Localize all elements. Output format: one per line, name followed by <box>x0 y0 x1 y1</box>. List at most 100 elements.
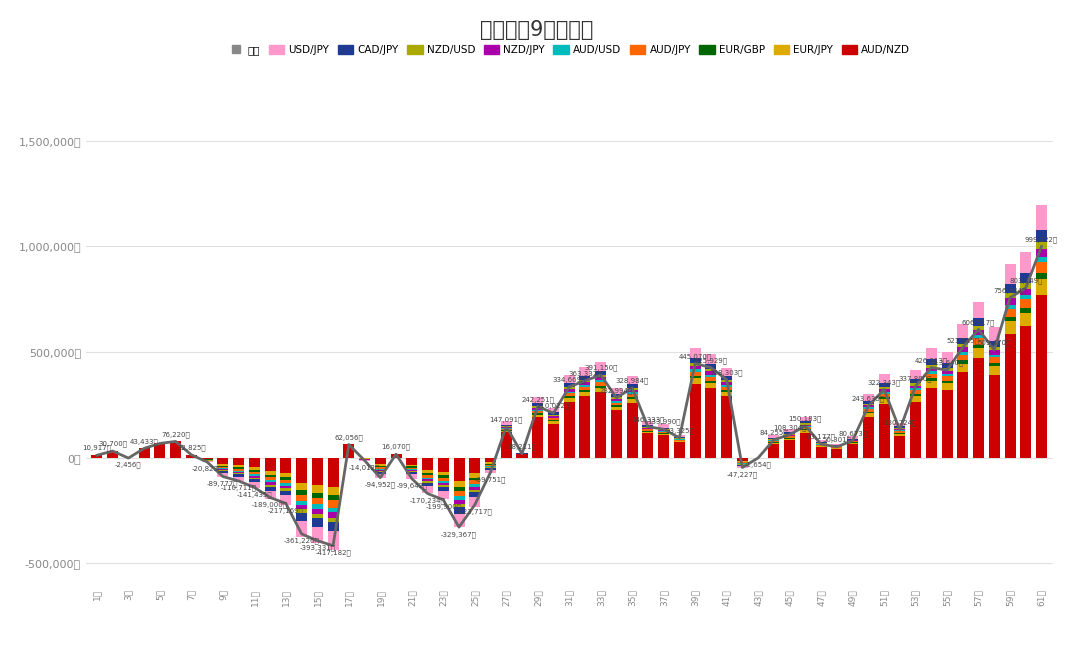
Bar <box>485 468 496 469</box>
Bar <box>533 397 543 403</box>
Bar <box>627 390 638 392</box>
Bar <box>564 387 575 389</box>
Bar <box>500 424 511 426</box>
Bar <box>328 512 338 518</box>
Bar <box>328 531 338 550</box>
Bar <box>406 467 418 469</box>
Bar <box>217 467 229 468</box>
Bar <box>595 361 606 371</box>
Bar <box>862 394 874 400</box>
Bar <box>690 369 700 372</box>
Legend: 損益, USD/JPY, CAD/JPY, NZD/USD, NZD/JPY, AUD/USD, AUD/JPY, EUR/GBP, EUR/JPY, AUD/: 損益, USD/JPY, CAD/JPY, NZD/USD, NZD/JPY, … <box>223 41 915 59</box>
Bar <box>375 471 386 472</box>
Text: 322,343円: 322,343円 <box>868 379 901 386</box>
Bar <box>690 378 700 384</box>
Text: -69,751円: -69,751円 <box>475 476 506 483</box>
Bar <box>910 388 921 390</box>
Bar <box>627 376 638 384</box>
Text: 12,825円: 12,825円 <box>177 444 206 451</box>
Bar <box>485 467 496 468</box>
Text: -141,435円: -141,435円 <box>236 491 272 498</box>
Bar <box>737 466 748 468</box>
Bar <box>673 440 685 441</box>
Bar <box>642 433 653 457</box>
Bar <box>422 483 433 487</box>
Bar <box>926 371 937 374</box>
Bar <box>895 428 905 429</box>
Bar <box>453 481 465 487</box>
Text: 130,724円: 130,724円 <box>883 420 916 426</box>
Bar <box>249 482 260 488</box>
Bar <box>406 475 418 479</box>
Text: 445,070円: 445,070円 <box>679 353 712 360</box>
Bar <box>280 477 291 479</box>
Bar <box>989 374 1000 457</box>
Bar <box>706 364 716 369</box>
Bar <box>611 410 622 457</box>
Bar <box>548 418 558 420</box>
Text: -223,717円: -223,717円 <box>456 509 493 515</box>
Bar <box>564 375 575 383</box>
Bar <box>910 386 921 388</box>
Bar <box>642 422 653 425</box>
Bar <box>233 467 244 469</box>
Bar <box>438 481 449 483</box>
Bar <box>264 471 276 475</box>
Bar <box>580 367 591 376</box>
Bar <box>595 386 606 388</box>
Bar <box>280 489 291 491</box>
Bar <box>1004 334 1016 457</box>
Text: -89,777円: -89,777円 <box>207 480 238 487</box>
Bar <box>721 382 732 385</box>
Bar <box>690 358 700 363</box>
Bar <box>249 457 260 467</box>
Bar <box>737 461 748 462</box>
Bar <box>831 444 842 446</box>
Bar <box>879 399 889 404</box>
Bar <box>784 435 795 436</box>
Text: -94,952円: -94,952円 <box>365 481 396 488</box>
Bar <box>533 418 543 457</box>
Bar <box>862 404 874 406</box>
Bar <box>673 435 685 437</box>
Bar <box>564 393 575 396</box>
Bar <box>673 437 685 438</box>
Bar <box>264 477 276 480</box>
Bar <box>1004 293 1016 299</box>
Bar <box>910 394 921 396</box>
Bar <box>391 454 402 457</box>
Bar <box>296 495 307 501</box>
Bar <box>311 518 323 527</box>
Bar <box>1036 295 1047 457</box>
Bar <box>264 491 276 499</box>
Bar <box>311 485 323 493</box>
Text: 243,635円: 243,635円 <box>852 396 885 402</box>
Bar <box>895 431 905 433</box>
Bar <box>706 383 716 388</box>
Bar <box>627 402 638 457</box>
Bar <box>311 457 323 485</box>
Bar <box>815 445 827 446</box>
Bar <box>973 345 984 349</box>
Bar <box>233 473 244 474</box>
Bar <box>973 338 984 345</box>
Text: -199,900円: -199,900円 <box>425 503 461 510</box>
Bar <box>1020 313 1031 326</box>
Bar <box>989 327 1000 341</box>
Bar <box>280 479 291 483</box>
Bar <box>658 428 669 429</box>
Bar <box>469 492 480 497</box>
Bar <box>942 381 953 383</box>
Bar <box>658 430 669 431</box>
Bar <box>611 407 622 410</box>
Bar <box>564 398 575 402</box>
Bar <box>611 398 622 399</box>
Bar <box>1036 230 1047 242</box>
Bar <box>406 457 418 465</box>
Bar <box>485 462 496 463</box>
Bar <box>721 380 732 382</box>
Bar <box>548 408 558 412</box>
Text: 334,669円: 334,669円 <box>552 376 586 383</box>
Bar <box>233 471 244 473</box>
Bar <box>311 498 323 505</box>
